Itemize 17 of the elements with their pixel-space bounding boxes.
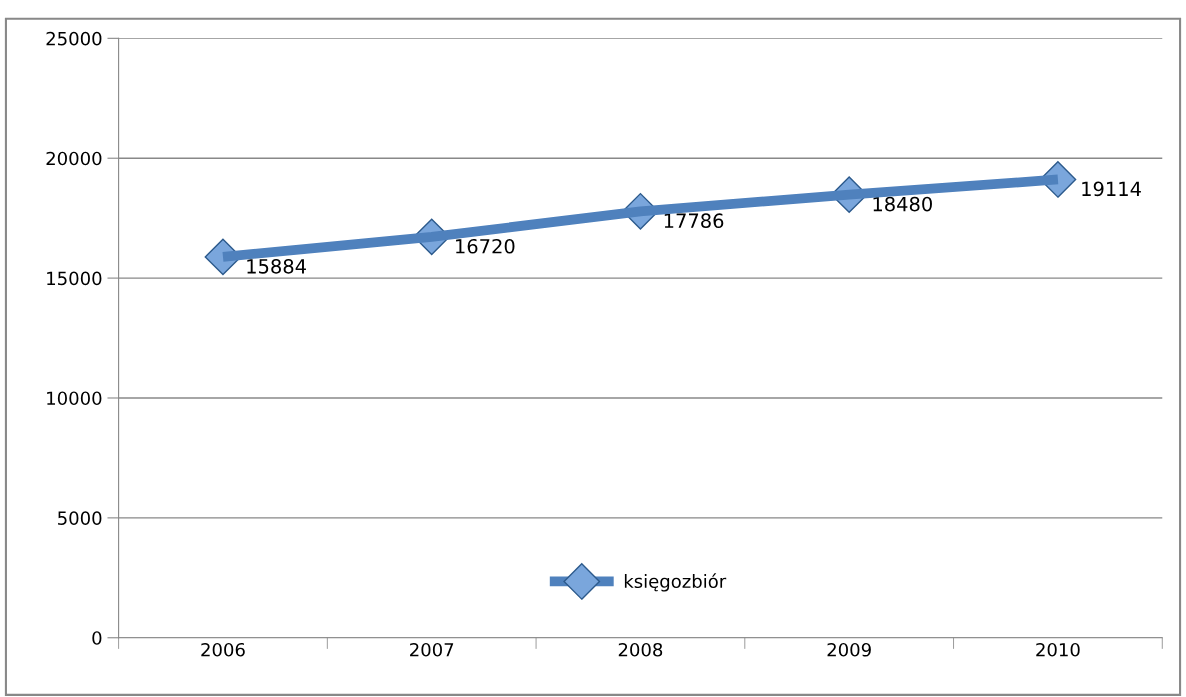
x-tick-label: 2008 — [618, 642, 663, 657]
y-tick-label: 15000 — [47, 271, 102, 286]
y-tick-label: 25000 — [46, 31, 102, 46]
data-label: 15884 — [247, 258, 306, 274]
data-label: 17786 — [664, 213, 724, 229]
x-tick-label: 2009 — [827, 642, 871, 657]
data-label: 19114 — [1082, 181, 1141, 197]
y-tick-label: 0 — [92, 631, 102, 645]
data-label: 18480 — [873, 196, 932, 212]
x-tick-label: 2007 — [410, 642, 454, 657]
x-tick-label: 2006 — [201, 642, 245, 657]
y-tick-label: 5000 — [58, 511, 102, 525]
data-label: 16720 — [456, 238, 515, 254]
y-tick-label: 20000 — [46, 151, 102, 166]
x-tick-label: 2010 — [1036, 642, 1080, 657]
legend-label: księgozbiór — [624, 573, 727, 592]
y-tick-label: 10000 — [47, 391, 102, 406]
